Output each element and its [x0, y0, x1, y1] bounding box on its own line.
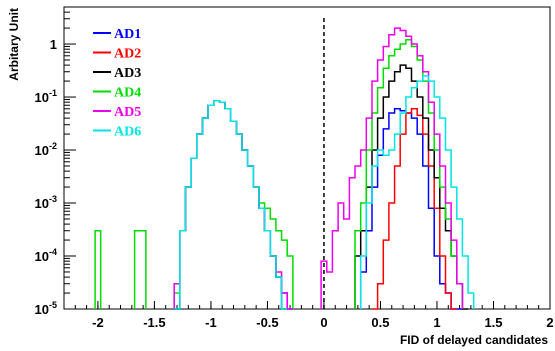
legend-label-ad2: AD2: [114, 47, 141, 62]
y-tick-label: 10-2: [35, 141, 57, 158]
y-axis-title: Arbitary Unit: [7, 8, 21, 81]
y-tick-label: 10-3: [35, 194, 57, 211]
y-tick-label: 10-1: [35, 88, 57, 105]
series-ad2-line: [372, 108, 457, 310]
series-ad4-line: [94, 39, 464, 309]
x-tick-label: 1: [433, 315, 440, 330]
x-tick-label: -1: [205, 315, 217, 330]
y-tick-label: 10-4: [35, 247, 57, 264]
x-tick-label: 1.5: [484, 315, 502, 330]
series-layer: [94, 27, 475, 310]
x-tick-label: 2: [546, 315, 553, 330]
x-tick-label: -1.5: [143, 315, 165, 330]
x-tick-label: -0.5: [256, 315, 278, 330]
series-ad5-line: [173, 27, 464, 310]
y-tick-label: 1: [50, 37, 57, 52]
legend-label-ad5: AD5: [114, 105, 141, 120]
legend-label-ad4: AD4: [114, 86, 141, 101]
x-axis-title: FID of delayed candidates: [400, 333, 548, 347]
x-tick-label: 0.5: [371, 315, 389, 330]
series-ad1-line: [174, 100, 463, 310]
legend: AD1 AD2 AD3 AD4 AD5 AD6: [93, 27, 141, 140]
axis-ticks: [63, 6, 551, 310]
series-ad6-line: [174, 75, 475, 310]
legend-label-ad6: AD6: [114, 125, 141, 140]
legend-label-ad3: AD3: [114, 66, 141, 81]
x-tick-label: 0: [320, 315, 327, 330]
legend-label-ad1: AD1: [114, 27, 141, 42]
x-tick-label: -2: [92, 315, 104, 330]
y-tick-labels: 10-5 10-4 10-3 10-2 10-1 1: [35, 37, 57, 317]
y-tick-label: 10-5: [35, 300, 57, 317]
x-tick-labels: -2 -1.5 -1 -0.5 0 0.5 1 1.5 2: [92, 315, 553, 330]
